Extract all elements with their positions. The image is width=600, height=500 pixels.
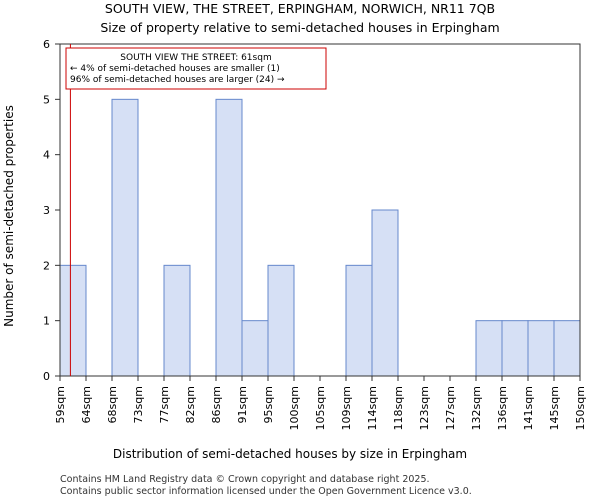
footer-line-2: Contains public sector information licen… [60,486,472,497]
bar-68sqm [111,98,139,377]
x-tick-label: 64sqm [80,386,93,423]
annotation-frame [65,47,327,90]
x-axis-label: Distribution of semi-detached houses by … [113,447,467,461]
bar-136sqm [501,320,529,377]
x-tick-label: 114sqm [366,386,379,430]
y-ticks: 0 1 2 3 4 5 6 [43,38,60,383]
y-tick-label: 6 [43,38,50,51]
bar-95sqm [267,264,295,377]
x-tick-label: 127sqm [444,386,457,430]
x-tick-label: 105sqm [314,386,327,430]
x-tick-label: 145sqm [548,386,561,430]
y-tick-label: 2 [43,259,50,272]
y-tick-label: 5 [43,93,50,106]
x-tick-label: 141sqm [522,386,535,430]
x-tick-label: 59sqm [54,386,67,423]
x-tick-label: 132sqm [470,386,483,430]
bar-77sqm [163,264,191,377]
y-axis-label: Number of semi-detached properties [2,105,16,327]
x-tick-label: 136sqm [496,386,509,430]
x-tick-label: 118sqm [392,386,405,430]
chart-subtitle: Size of property relative to semi-detach… [100,20,499,35]
bar-59sqm [59,264,87,377]
x-tick-label: 123sqm [418,386,431,430]
x-tick-label: 77sqm [158,386,171,423]
chart-title: SOUTH VIEW, THE STREET, ERPINGHAM, NORWI… [105,1,495,16]
x-tick-label: 100sqm [288,386,301,430]
x-ticks: 59sqm 64sqm 68sqm 73sqm 77sqm 82sqm 86sqm 91sqm… [54,376,587,430]
y-tick-label: 0 [43,370,50,383]
y-tick-label: 1 [43,315,50,328]
bar-109sqm [345,264,373,377]
y-tick-label: 3 [43,204,50,217]
x-tick-label: 95sqm [262,386,275,423]
annotation-line-1: SOUTH VIEW THE STREET: 61sqm [120,53,271,63]
x-tick-label: 109sqm [340,386,353,430]
y-tick-label: 4 [43,149,50,162]
bar-141sqm [527,320,555,377]
plot-frame [59,43,581,377]
x-tick-label: 91sqm [236,386,249,423]
x-tick-label: 150sqm [574,386,587,430]
bar-114sqm [371,209,399,377]
x-tick-label: 82sqm [184,386,197,423]
bar-145sqm [553,320,581,377]
annotation-line-3: 96% of semi-detached houses are larger (… [70,75,285,85]
bars [59,98,581,377]
annotation-box: SOUTH VIEW THE STREET: 61sqm ← 4% of sem… [65,47,327,90]
bar-132sqm [475,320,503,377]
x-tick-label: 68sqm [106,386,119,423]
bar-86sqm [215,98,243,377]
footer-line-1: Contains HM Land Registry data © Crown c… [60,474,430,485]
x-tick-label: 86sqm [210,386,223,423]
x-tick-label: 73sqm [132,386,145,423]
bar-91sqm [241,320,269,377]
annotation-line-2: ← 4% of semi-detached houses are smaller… [70,64,280,74]
